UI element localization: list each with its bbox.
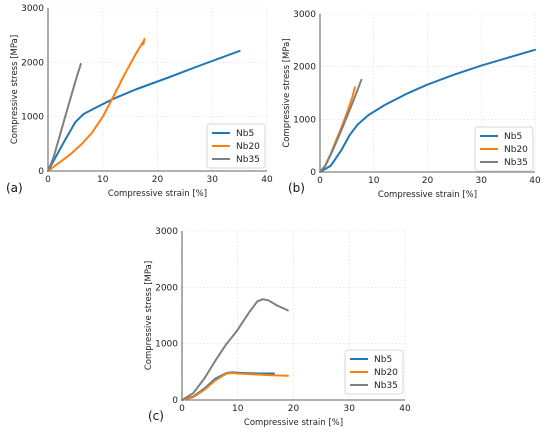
y-tick-label: 0 <box>38 167 44 177</box>
x-tick-label: 10 <box>232 404 244 414</box>
x-tick-label: 0 <box>317 176 323 186</box>
x-tick-label: 0 <box>45 175 51 185</box>
x-tick-label: 20 <box>152 175 164 185</box>
series-line-nb20 <box>319 86 356 173</box>
chart-panel-1: 0 10 20 30 40 0 1000 2000 3000 Compressive strain… <box>6 4 273 199</box>
y-tick-label: 2000 <box>155 283 178 293</box>
x-axis-title: Compressive strain [%] <box>244 418 343 428</box>
x-tick-label: 20 <box>288 404 300 414</box>
x-tick-label: 20 <box>422 176 434 186</box>
chart-panel-2: 0 10 20 30 40 0 1000 2000 3000 Compressive strain… <box>282 10 541 200</box>
y-axis-title: Compressive stress [MPa] <box>282 38 292 147</box>
series-line-nb20 <box>47 38 146 172</box>
series-line-nb35 <box>181 298 289 401</box>
legend: Nb5 Nb20 Nb35 <box>206 123 266 169</box>
series-line-nb5 <box>319 48 536 173</box>
y-tick-label: 1000 <box>293 115 316 125</box>
y-tick-label: 3000 <box>293 10 316 20</box>
panel-label: (a) <box>6 181 23 195</box>
x-tick-label: 10 <box>97 175 109 185</box>
x-tick-label: 40 <box>529 176 541 186</box>
legend-box <box>474 126 534 172</box>
chart-panel-3: 0 10 20 30 40 0 1000 2000 3000 Compressive strain… <box>144 227 411 428</box>
panel-label: (b) <box>288 181 305 195</box>
x-tick-label: 10 <box>368 176 380 186</box>
legend-label-nb5: Nb5 <box>374 355 392 365</box>
legend-label-nb35: Nb35 <box>236 155 260 165</box>
y-tick-label: 1000 <box>21 113 44 123</box>
legend-label-nb35: Nb35 <box>374 381 398 391</box>
y-tick-label: 0 <box>172 396 178 406</box>
legend-label-nb5: Nb5 <box>236 129 254 139</box>
series-line-nb35 <box>47 63 82 172</box>
x-axis-title: Compressive strain [%] <box>108 189 207 199</box>
series-line-nb35 <box>319 78 363 173</box>
x-tick-label: 40 <box>399 404 411 414</box>
x-tick-label: 40 <box>261 175 273 185</box>
series-line-nb20 <box>181 372 289 401</box>
x-tick-label: 30 <box>344 404 356 414</box>
y-tick-label: 1000 <box>155 340 178 350</box>
legend-label-nb35: Nb35 <box>504 158 528 168</box>
y-tick-label: 3000 <box>21 4 44 14</box>
y-tick-label: 2000 <box>21 58 44 68</box>
x-tick-label: 30 <box>207 175 219 185</box>
legend: Nb5 Nb20 Nb35 <box>344 349 404 395</box>
series-line-nb5 <box>47 49 241 172</box>
y-tick-label: 0 <box>310 168 316 178</box>
legend-label-nb20: Nb20 <box>374 368 398 378</box>
x-axis-title: Compressive strain [%] <box>378 190 477 200</box>
y-axis-title: Compressive stress [MPa] <box>144 261 154 370</box>
legend-box <box>206 123 266 169</box>
legend-box <box>344 349 404 395</box>
legend-label-nb20: Nb20 <box>236 142 260 152</box>
y-axis-title: Compressive stress [MPa] <box>10 35 20 144</box>
y-tick-label: 2000 <box>293 63 316 73</box>
x-tick-label: 0 <box>179 404 185 414</box>
y-tick-label: 3000 <box>155 227 178 237</box>
legend-label-nb5: Nb5 <box>504 132 522 142</box>
legend: Nb5 Nb20 Nb35 <box>474 126 534 172</box>
legend-label-nb20: Nb20 <box>504 145 528 155</box>
x-tick-label: 30 <box>476 176 488 186</box>
panel-label: (c) <box>148 409 164 423</box>
